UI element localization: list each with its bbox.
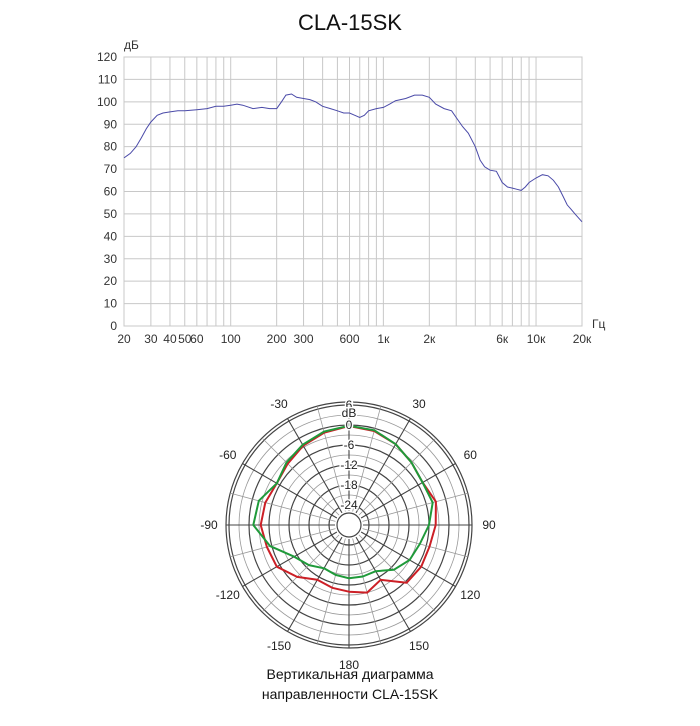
polar-spoke-minor [358, 437, 437, 516]
x-tick-label: 200 [267, 332, 287, 346]
polar-spoke-minor [362, 528, 468, 558]
x-tick-label: 30 [144, 332, 158, 346]
y-tick-label: 120 [97, 50, 117, 64]
x-tick-label: 2к [423, 332, 436, 346]
y-tick-label: 0 [110, 319, 117, 333]
polar-spoke-major [355, 536, 411, 632]
angle-label: 60 [464, 448, 478, 462]
polar-spoke-minor [362, 492, 468, 522]
response-curve [123, 93, 583, 223]
angle-label: -150 [267, 639, 291, 653]
radius-tick-label: -24 [340, 498, 358, 512]
y-tick-label: 90 [104, 117, 118, 131]
polar-spoke-minor [352, 538, 382, 644]
y-tick-label: 110 [98, 72, 117, 86]
radius-labels: 6 0 -6 -12 -18 -24 [339, 397, 360, 514]
frequency-grid [123, 56, 583, 327]
polar-series-green [252, 424, 434, 580]
x-tick-label: 100 [221, 332, 241, 346]
polar-spoke-minor [261, 534, 340, 613]
chart-title: CLA-15SK [298, 10, 402, 35]
angle-label: 120 [460, 588, 480, 602]
y-tick-label: 50 [104, 207, 118, 221]
radius-tick-label: -18 [340, 478, 358, 492]
angle-label: 90 [482, 518, 496, 532]
y-tick-labels: 0 10 20 30 40 50 60 70 80 90 100 110 120 [97, 50, 117, 333]
radius-tick-label: -6 [344, 438, 355, 452]
angle-label: 30 [412, 397, 426, 411]
polar-spoke-major [242, 463, 338, 519]
polar-spoke-major [287, 418, 343, 514]
y-tick-label: 40 [104, 229, 118, 243]
y-tick-label: 20 [104, 274, 118, 288]
polar-center-hub [336, 512, 362, 538]
radius-tick-label: -12 [340, 458, 358, 472]
polar-spoke-major [360, 531, 456, 587]
x-tick-label: 20к [573, 332, 592, 346]
radius-unit-label: dB [342, 406, 357, 420]
polar-spoke-major [360, 463, 456, 519]
polar-spoke-major [355, 418, 411, 514]
x-tick-label: 6к [496, 332, 509, 346]
polar-caption: Вертикальная диаграмма направленности CL… [0, 664, 700, 704]
y-tick-label: 60 [104, 185, 118, 199]
angle-label: -120 [216, 588, 240, 602]
y-tick-label: 30 [104, 252, 118, 266]
x-tick-label: 300 [294, 332, 314, 346]
angle-label: -60 [219, 448, 237, 462]
y-tick-label: 10 [104, 297, 118, 311]
polar-spoke-minor [352, 406, 382, 512]
angle-label: 180 [339, 658, 359, 672]
polar-spoke-minor [316, 538, 346, 644]
angle-label: -90 [200, 518, 218, 532]
polar-spoke-minor [230, 528, 336, 558]
y-axis-label: дБ [124, 38, 139, 52]
polar-spoke-minor [230, 492, 336, 522]
x-tick-label: 50 [178, 332, 192, 346]
x-axis-label: Гц [592, 317, 605, 331]
y-tick-label: 70 [104, 162, 118, 176]
polar-series [252, 424, 437, 594]
x-tick-label: 600 [339, 332, 359, 346]
polar-spoke-major [287, 536, 343, 632]
polar-spoke-major [242, 531, 338, 587]
caption-line-2: направленности CLA-15SK [261, 686, 439, 702]
polar-spoke-minor [261, 437, 340, 516]
x-tick-label: 40 [163, 332, 177, 346]
angle-label: 150 [409, 639, 429, 653]
y-tick-label: 80 [104, 140, 118, 154]
x-tick-label: 60 [190, 332, 204, 346]
x-tick-label: 1к [377, 332, 390, 346]
polar-spoke-minor [316, 406, 346, 512]
polar-spoke-minor [358, 534, 437, 613]
caption-line-1: Вертикальная диаграмма [266, 666, 434, 682]
angle-label: -30 [270, 397, 288, 411]
radius-tick-label: 6 [346, 398, 353, 412]
x-tick-label: 10к [527, 332, 546, 346]
y-tick-label: 100 [97, 95, 117, 109]
x-tick-label: 20 [117, 332, 131, 346]
radius-tick-label: 0 [346, 418, 353, 432]
